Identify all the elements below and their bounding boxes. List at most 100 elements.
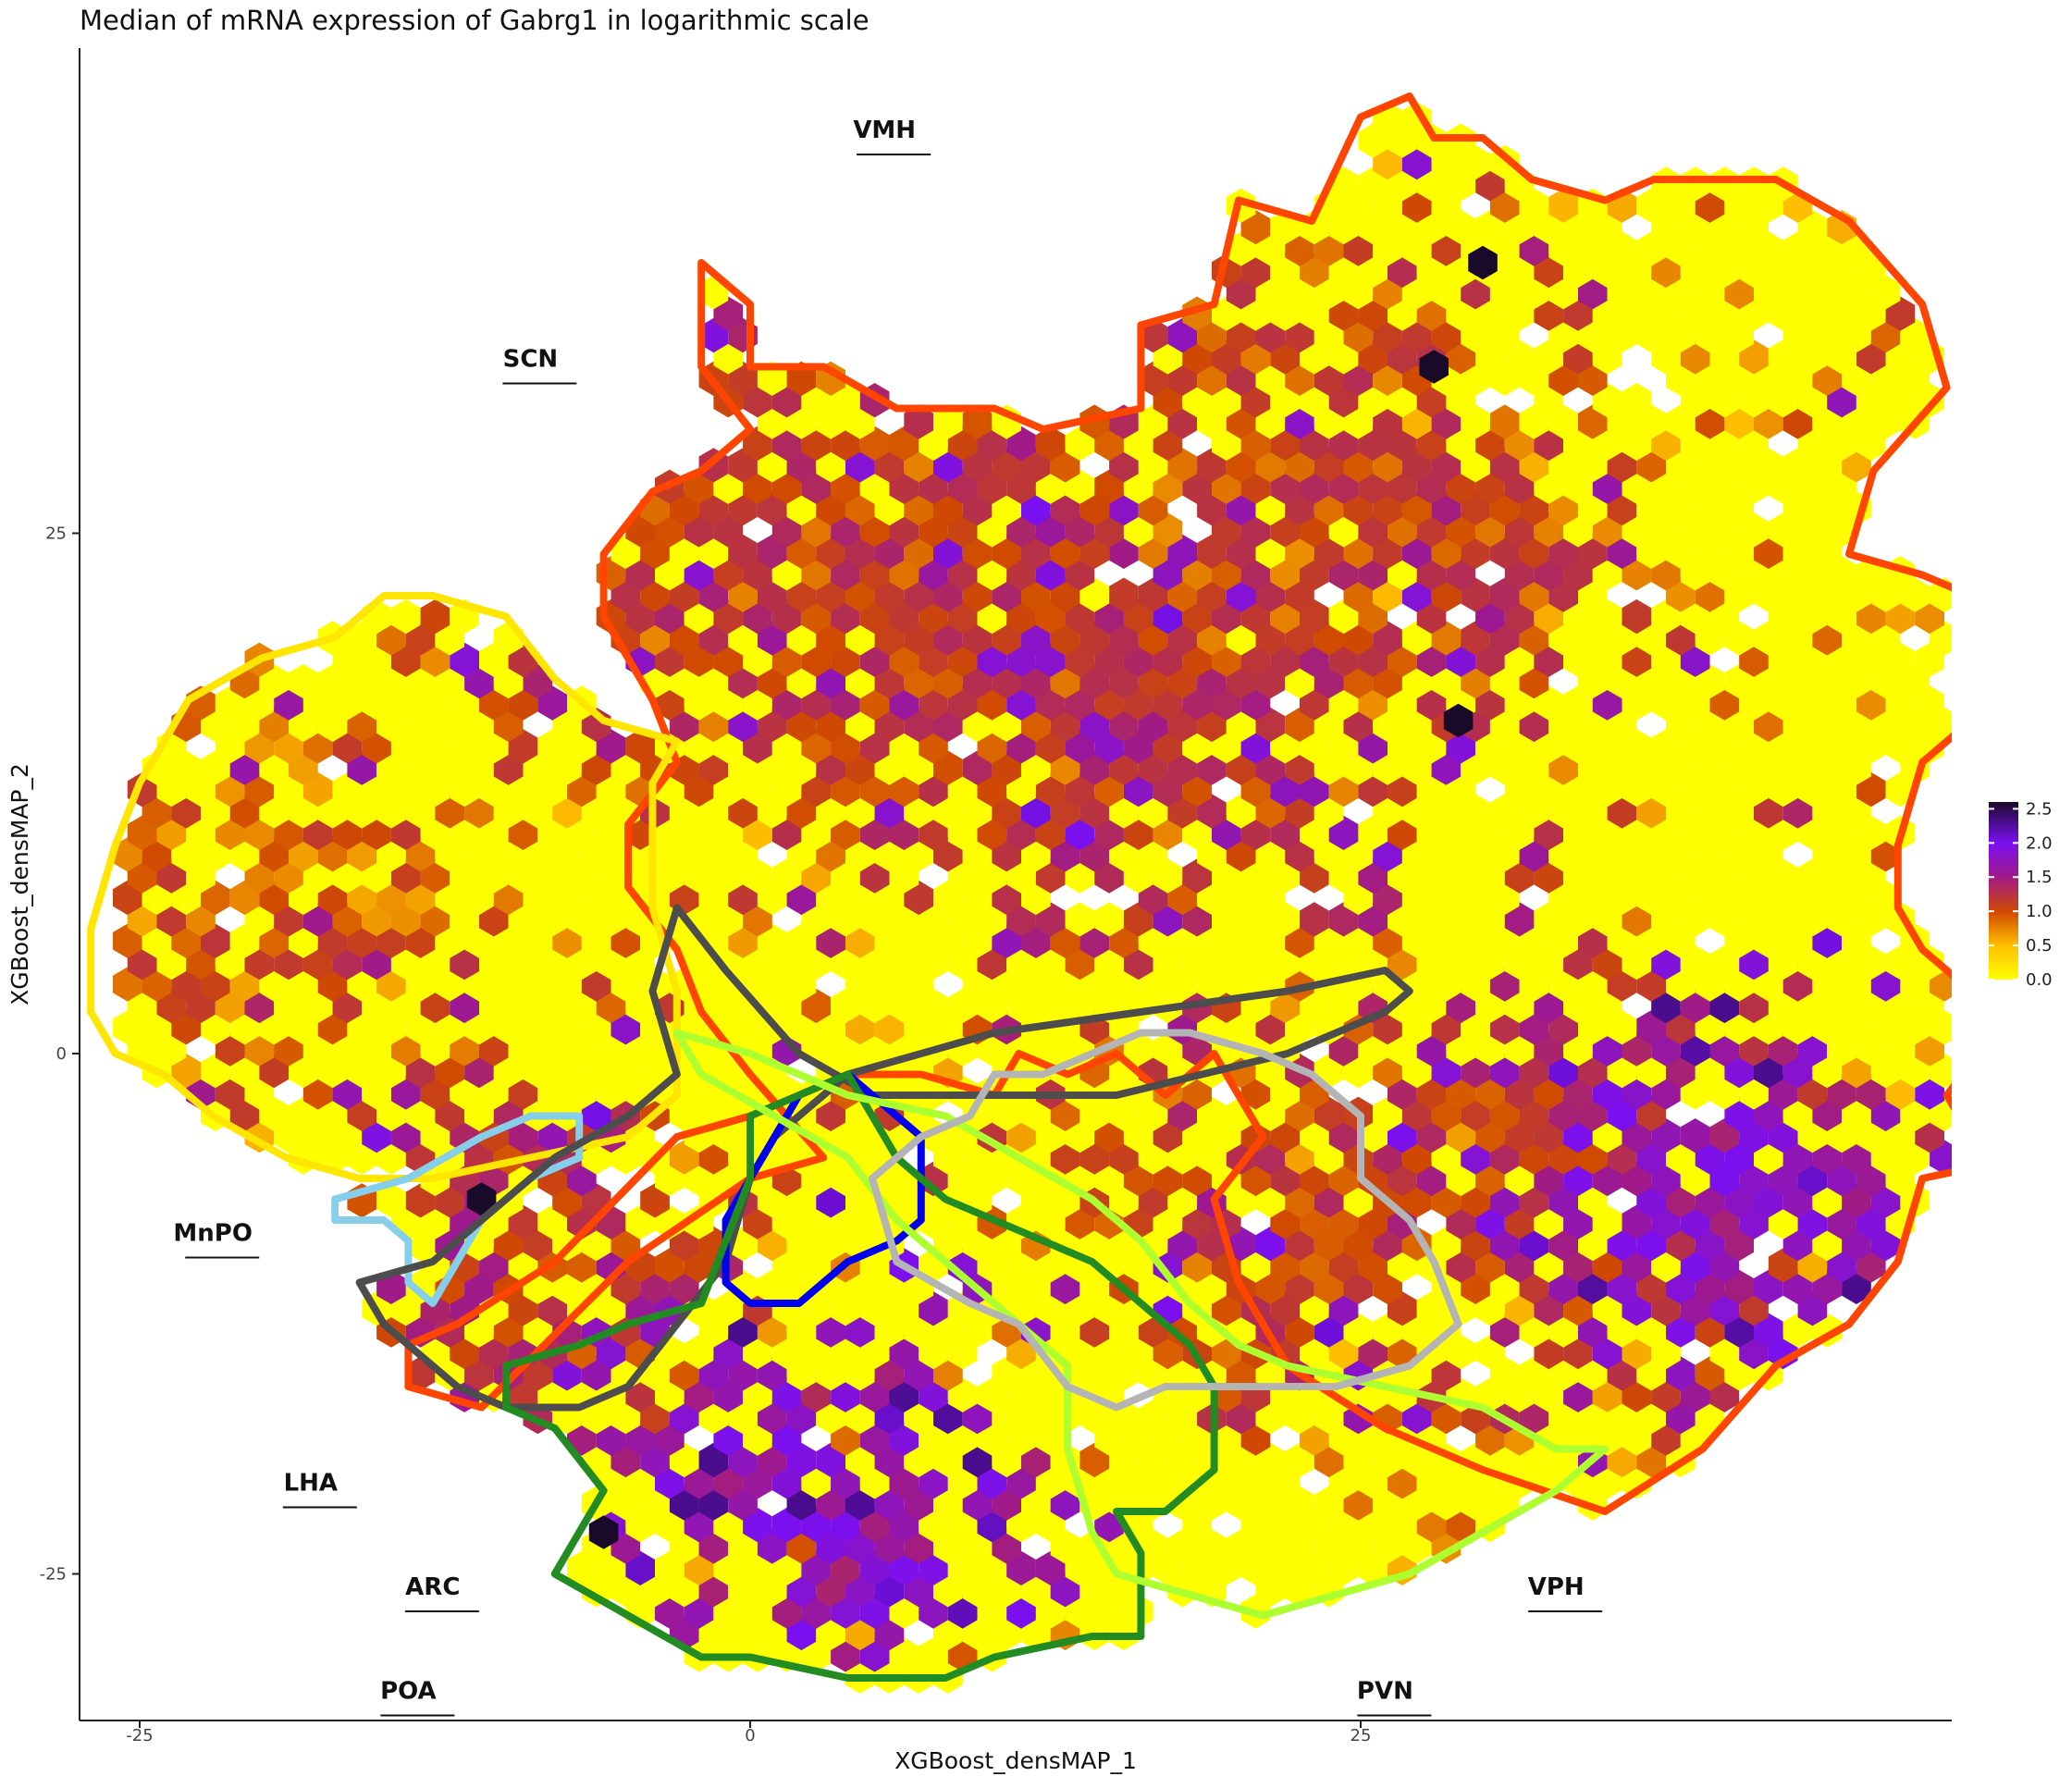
hexbin [1607, 707, 1637, 743]
hexbin [537, 1118, 567, 1153]
hexbin [1255, 750, 1286, 785]
hexbin [1212, 1421, 1241, 1456]
hexbin [1651, 771, 1681, 808]
hexbin [610, 577, 641, 612]
hexbin [640, 621, 670, 656]
hexbin [845, 1269, 875, 1304]
hexbin [171, 837, 201, 872]
hexbin [127, 945, 157, 980]
hexbin [1285, 577, 1314, 612]
hexbin [1226, 1140, 1256, 1175]
hexbin [859, 1377, 890, 1412]
hexbin [889, 642, 919, 677]
hexbin [1431, 1053, 1462, 1089]
hexbin [1094, 771, 1124, 808]
hexbin [831, 945, 860, 980]
hexbin [1197, 534, 1227, 569]
hexbin [1153, 512, 1183, 548]
hexbin [1563, 685, 1593, 721]
hexbin [1270, 598, 1300, 635]
hexbin [1622, 1075, 1652, 1110]
hexbin [1123, 512, 1153, 548]
hexbin [743, 426, 772, 462]
hexbin [464, 1269, 494, 1304]
hexbin [201, 967, 230, 1002]
hexbin [1475, 1248, 1505, 1283]
hexbin [933, 1356, 963, 1391]
hexbin [1827, 945, 1856, 980]
hexbin [113, 837, 142, 872]
hexbin [1827, 815, 1856, 850]
hexbin [1328, 1550, 1359, 1585]
hexbin [1651, 1161, 1681, 1197]
hexbin [1797, 642, 1828, 677]
hexbin [1226, 275, 1256, 310]
hexbin [625, 556, 655, 591]
hexbin [1622, 1161, 1652, 1197]
hexbin [845, 1529, 875, 1564]
hexbin [537, 858, 567, 894]
hexbin [757, 967, 787, 1002]
hexbin [1240, 1118, 1271, 1153]
hexbin [1373, 231, 1402, 266]
hexbin [771, 512, 802, 548]
hexbin [229, 923, 260, 958]
hexbin [1709, 1204, 1740, 1240]
hexbin [1021, 1615, 1051, 1651]
hexbin [1021, 621, 1051, 656]
hexbin [743, 902, 772, 937]
hexbin [1666, 750, 1696, 785]
hexbin [1709, 1031, 1740, 1067]
hexbin [1006, 1507, 1036, 1543]
hexbin [1416, 858, 1447, 894]
hexbin [1240, 771, 1271, 808]
hexbin [1094, 685, 1124, 721]
hexbin [1182, 902, 1212, 937]
hexbin [947, 815, 978, 850]
hexbin [1285, 404, 1314, 439]
hexbin [1343, 534, 1374, 569]
hexbin [874, 577, 905, 612]
hexbin [698, 1572, 729, 1608]
hexbin [552, 880, 582, 916]
hexbin [1006, 1161, 1036, 1197]
hexbin [771, 771, 802, 808]
hexbin [947, 642, 978, 677]
hexbin [1856, 858, 1886, 894]
hexbin [962, 491, 993, 526]
hexbin [1226, 1442, 1256, 1478]
hexbin [435, 1010, 465, 1045]
hexbin [523, 750, 553, 785]
hexbin [684, 685, 714, 721]
hexbin [274, 729, 303, 764]
hexbin [831, 469, 860, 504]
hexbin [1812, 491, 1843, 526]
hexbin [1388, 556, 1417, 591]
hexbin [1519, 404, 1549, 439]
hexbin [1797, 858, 1828, 894]
hexbin [1182, 1550, 1212, 1585]
hexbin [684, 945, 714, 980]
hexbin [1842, 1183, 1871, 1218]
hexbin [1812, 1140, 1843, 1175]
hexbin [977, 642, 1007, 677]
hexbin [1797, 512, 1828, 548]
hexbin [1856, 296, 1886, 331]
hexbin [1197, 448, 1227, 483]
hexbin [1416, 469, 1447, 504]
hexbin [845, 1400, 875, 1435]
hexbin [1797, 815, 1828, 850]
hexbin [610, 1269, 641, 1304]
hexbin [992, 750, 1021, 785]
hexbin [1812, 837, 1843, 872]
hexbin [1827, 685, 1856, 721]
colorbar-tick-label: 1.5 [2026, 868, 2053, 887]
hexbin [464, 750, 494, 785]
hexbin [831, 1421, 860, 1456]
hexbin [1827, 1031, 1856, 1067]
hexbin [1373, 144, 1402, 180]
hexbin [1622, 426, 1652, 462]
hexbin [904, 404, 933, 439]
hexbin [1373, 880, 1402, 916]
hexbin [904, 1010, 933, 1045]
